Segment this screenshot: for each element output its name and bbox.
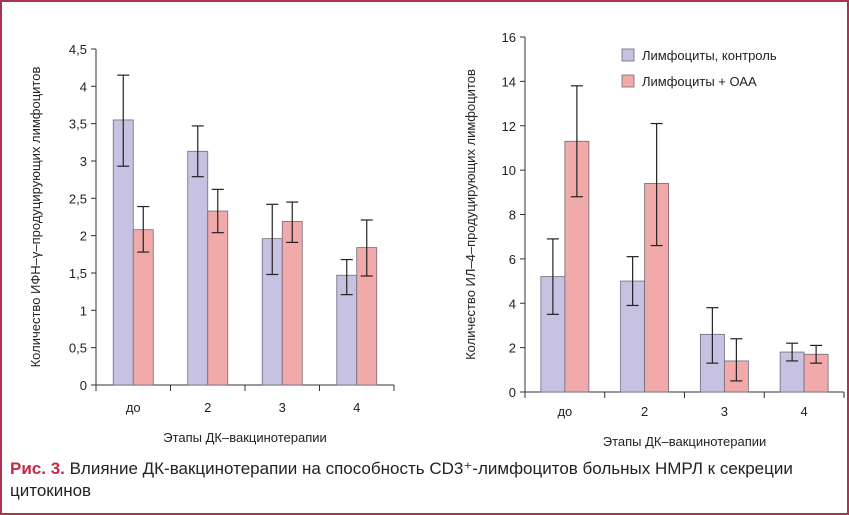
y-tick-label: 2 (509, 341, 516, 356)
x-tick-label: 4 (801, 404, 808, 419)
y-tick-label: 0,5 (69, 341, 87, 356)
y-tick-label: 4,5 (69, 42, 87, 57)
y-tick-label: 0 (80, 378, 87, 393)
bar-oaa (803, 353, 829, 393)
chart-1: 0 0,5 1 1,5 2 2,5 3 3,5 4 4,5 до 2 3 4 Количество ИФН–… (28, 42, 395, 445)
x-tick-label: 3 (279, 400, 286, 415)
x-tick-label: до (126, 400, 141, 415)
bar-oaa (281, 221, 303, 386)
legend-swatch-control (621, 48, 635, 62)
x-axis-label: Этапы ДК–вакцинотерапии (163, 430, 327, 445)
y-tick-label: 3,5 (69, 117, 87, 132)
y-axis-label: Количество ИЛ–4–продуцирующих лимфоцитов (463, 69, 478, 360)
legend-label-oaa: Лимфоциты + ОАА (642, 74, 757, 89)
legend-label-control: Лимфоциты, контроль (642, 48, 777, 63)
x-tick-label: до (557, 404, 572, 419)
y-tick-label: 12 (502, 119, 516, 134)
bar-control (187, 150, 209, 386)
x-tick-label: 2 (641, 404, 648, 419)
y-tick-label: 16 (502, 30, 516, 45)
y-tick-label: 14 (502, 74, 516, 89)
legend-swatch-oaa (621, 74, 635, 88)
y-tick-label: 1,5 (69, 266, 87, 281)
x-tick-label: 2 (204, 400, 211, 415)
caption-text: Влияние ДК-вакцинотерапии на способность… (10, 459, 793, 500)
y-tick-label: 2 (80, 229, 87, 244)
y-tick-label: 8 (509, 208, 516, 223)
x-axis-label: Этапы ДК–вакцинотерапии (603, 434, 767, 449)
figure-caption: Рис. 3. Влияние ДК-вакцинотерапии на спо… (10, 458, 840, 502)
caption-lead: Рис. 3. (10, 459, 65, 478)
y-tick-label: 2,5 (69, 191, 87, 206)
top-rule (0, 0, 849, 2)
y-tick-label: 0 (509, 385, 516, 400)
y-tick-label: 10 (502, 163, 516, 178)
x-tick-label: 4 (353, 400, 360, 415)
bar-oaa (132, 229, 154, 386)
y-tick-label: 4 (509, 296, 516, 311)
chart-2: 0 2 4 6 8 10 12 14 16 до 2 3 4 Количество ИЛ–4–продуц… (463, 30, 845, 449)
bar-oaa (207, 210, 229, 386)
y-tick-label: 1 (80, 303, 87, 318)
y-tick-label: 3 (80, 154, 87, 169)
y-tick-label: 4 (80, 79, 87, 94)
y-axis-label: Количество ИФН–γ–продуцирующих лимфоцито… (28, 67, 43, 368)
x-tick-label: 3 (721, 404, 728, 419)
y-tick-label: 6 (509, 252, 516, 267)
